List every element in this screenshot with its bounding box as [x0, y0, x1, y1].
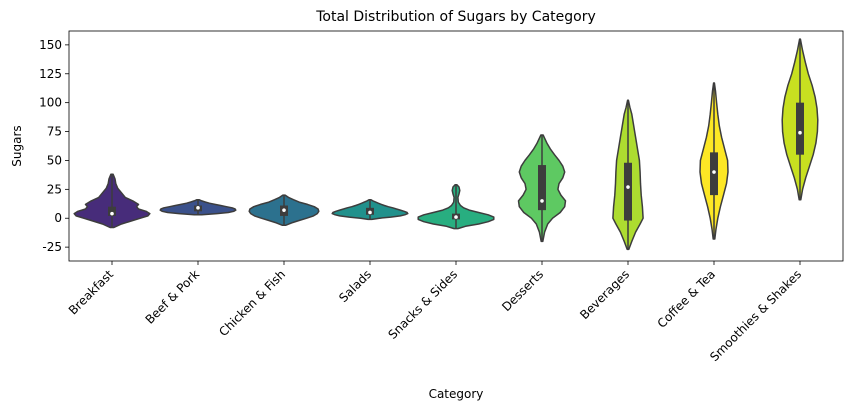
x-tick-label: Chicken & Fish — [216, 267, 288, 339]
violin-iqr-box — [796, 102, 804, 155]
violin-median-point — [712, 170, 716, 174]
violin-iqr-box — [538, 165, 546, 211]
plot-frame — [68, 30, 844, 262]
chart-title: Total Distribution of Sugars by Category — [315, 9, 596, 25]
y-tick-label: 50 — [47, 153, 62, 167]
violin-median-point — [110, 211, 114, 216]
violins-layer — [73, 38, 819, 251]
x-tick-label: Snacks & Sides — [385, 267, 460, 342]
violin-median-point — [454, 215, 458, 219]
x-tick-label: Desserts — [499, 267, 546, 314]
x-tick-label: Beverages — [577, 267, 632, 322]
violin-median-point — [540, 199, 544, 203]
y-tick-label: 125 — [39, 67, 62, 81]
y-tick-label: 150 — [39, 38, 62, 52]
violin-iqr-box — [624, 162, 632, 221]
violin-median-point — [196, 206, 200, 210]
x-tick-label: Breakfast — [66, 267, 117, 318]
y-tick-label: 100 — [39, 96, 62, 110]
y-tick-label: -25 — [42, 240, 62, 254]
x-axis-label: Category — [429, 387, 484, 401]
x-axis: Breakfast Beef & Pork Chicken & Fish Salads… — [66, 261, 804, 364]
violin-median-point — [798, 130, 802, 135]
violin-median-point — [282, 208, 286, 212]
violin-median-point — [626, 185, 630, 189]
x-tick-label: Beef & Pork — [143, 267, 203, 327]
violin-iqr-box — [108, 206, 116, 216]
y-axis: -25 0 25 50 75 100 125 150 — [39, 38, 69, 254]
y-tick-label: 25 — [47, 182, 62, 196]
x-tick-label: Coffee & Tea — [655, 267, 718, 330]
x-tick-label: Salads — [336, 267, 374, 305]
y-tick-label: 0 — [54, 211, 62, 225]
violin-median-point — [368, 210, 372, 215]
x-tick-label: Smoothies & Shakes — [707, 267, 804, 364]
y-axis-label: Sugars — [10, 125, 24, 166]
y-tick-label: 75 — [47, 125, 62, 139]
